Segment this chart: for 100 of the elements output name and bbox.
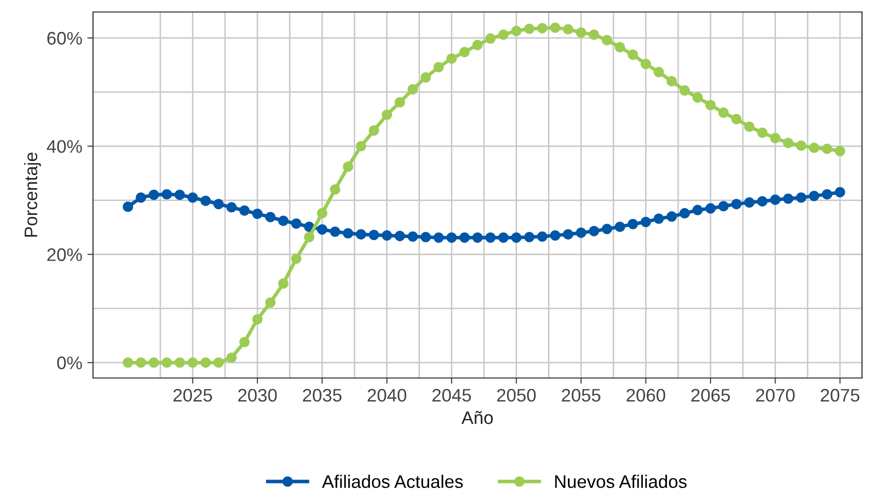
point bbox=[291, 218, 302, 229]
x-tick-label: 2055 bbox=[562, 388, 600, 402]
point bbox=[576, 228, 586, 238]
point bbox=[459, 46, 470, 58]
point bbox=[187, 192, 198, 203]
point bbox=[562, 229, 574, 240]
point bbox=[200, 196, 211, 206]
x-tick-label: 2025 bbox=[174, 388, 212, 402]
point bbox=[472, 40, 483, 50]
point bbox=[770, 194, 780, 205]
point bbox=[692, 204, 703, 216]
point bbox=[718, 201, 729, 212]
point bbox=[433, 232, 444, 243]
point bbox=[316, 208, 328, 218]
point bbox=[239, 336, 250, 348]
x-tick-label: 2040 bbox=[368, 388, 406, 402]
point bbox=[356, 140, 366, 152]
point bbox=[537, 231, 548, 242]
point bbox=[265, 212, 276, 222]
point bbox=[705, 100, 716, 110]
point bbox=[679, 85, 690, 96]
point bbox=[278, 216, 289, 226]
point bbox=[718, 107, 729, 118]
point bbox=[744, 121, 755, 132]
point bbox=[122, 357, 134, 368]
point bbox=[304, 232, 314, 242]
point bbox=[679, 208, 690, 218]
point bbox=[614, 222, 626, 232]
point bbox=[433, 62, 444, 72]
point bbox=[731, 198, 742, 210]
point bbox=[498, 232, 509, 243]
y-tick-label: 0% bbox=[57, 356, 82, 370]
point bbox=[420, 72, 431, 83]
x-tick-label: 2045 bbox=[432, 388, 471, 402]
point bbox=[162, 357, 172, 368]
point bbox=[148, 190, 160, 200]
x-tick-label: 2065 bbox=[691, 388, 730, 402]
point bbox=[330, 226, 340, 237]
point bbox=[408, 84, 418, 95]
point bbox=[640, 216, 652, 228]
point bbox=[498, 30, 509, 40]
point bbox=[614, 42, 626, 52]
point bbox=[342, 228, 354, 238]
point bbox=[226, 352, 237, 363]
y-tick-label: 60% bbox=[47, 32, 82, 45]
point bbox=[628, 50, 638, 60]
y-axis-title: Porcentaje bbox=[24, 152, 41, 237]
point bbox=[602, 224, 612, 234]
point bbox=[485, 232, 496, 243]
point bbox=[122, 202, 134, 212]
point bbox=[511, 26, 522, 36]
point bbox=[692, 92, 703, 103]
x-axis-title: Año bbox=[461, 410, 493, 424]
point bbox=[382, 110, 392, 120]
x-tick-label: 2075 bbox=[820, 388, 860, 402]
point bbox=[187, 357, 198, 368]
x-tick-label: 2070 bbox=[756, 388, 795, 402]
point bbox=[640, 58, 652, 70]
point bbox=[576, 27, 586, 38]
point bbox=[834, 186, 846, 198]
point bbox=[420, 232, 431, 242]
point bbox=[368, 125, 380, 136]
point bbox=[446, 232, 457, 243]
point bbox=[162, 189, 172, 200]
point bbox=[148, 357, 160, 368]
point bbox=[174, 357, 185, 368]
legend-label: Nuevos Afiliados bbox=[555, 474, 687, 488]
point bbox=[666, 76, 677, 86]
point bbox=[239, 205, 250, 216]
point bbox=[550, 22, 560, 33]
point bbox=[408, 231, 418, 242]
point bbox=[265, 297, 276, 308]
point bbox=[537, 23, 548, 34]
point bbox=[808, 142, 820, 154]
point bbox=[252, 208, 263, 220]
point bbox=[394, 230, 406, 242]
y-tick-label: 20% bbox=[47, 248, 82, 262]
point bbox=[562, 24, 574, 35]
x-tick-label: 2060 bbox=[626, 388, 666, 402]
point bbox=[731, 114, 742, 124]
point bbox=[524, 232, 534, 242]
point bbox=[136, 192, 146, 203]
point bbox=[834, 146, 846, 156]
legend-label: Afiliados Actuales bbox=[322, 474, 463, 488]
point bbox=[200, 357, 211, 368]
point bbox=[654, 66, 664, 78]
point bbox=[330, 184, 340, 195]
point bbox=[757, 196, 768, 207]
point bbox=[770, 132, 780, 144]
point bbox=[342, 162, 354, 172]
point bbox=[368, 230, 380, 240]
point bbox=[446, 53, 457, 64]
point bbox=[796, 140, 806, 151]
point bbox=[744, 197, 755, 208]
point bbox=[602, 34, 612, 46]
point bbox=[226, 202, 237, 213]
y-tick-label: 40% bbox=[46, 140, 82, 153]
point bbox=[628, 218, 638, 230]
point bbox=[291, 253, 302, 264]
point bbox=[524, 24, 534, 34]
